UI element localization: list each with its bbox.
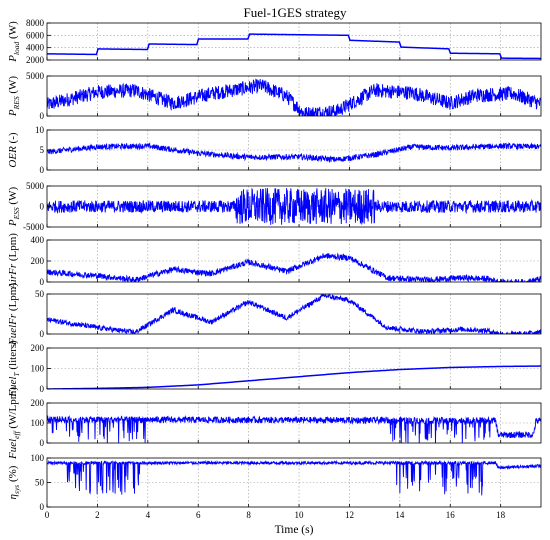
y-tick-label: 5 (40, 145, 45, 155)
x-tick-label: 12 (345, 510, 354, 520)
y-tick-label: 2000 (26, 55, 45, 65)
y-tick-label: 0 (40, 202, 45, 212)
y-tick-label: 0 (40, 329, 45, 339)
y-axis-label: Pload (W) (7, 21, 21, 63)
y-tick-label: 200 (31, 256, 45, 266)
y-tick-label: -5000 (23, 222, 44, 232)
y-axis-label: Fueleff (W/Lpm) (7, 387, 21, 460)
y-axis-label: OER (-) (7, 132, 19, 167)
y-tick-label: 8000 (26, 18, 45, 28)
panel-frame (46, 293, 542, 335)
x-tick-label: 14 (395, 510, 405, 520)
y-tick-label: 100 (31, 453, 45, 463)
y-tick-label: 0 (40, 277, 45, 287)
panel-4: -5000 0 5000 PESS (W) (7, 181, 542, 232)
panel-8: 0 100 200 Fueleff (W/Lpm) (7, 387, 542, 460)
x-tick-label: 6 (196, 510, 201, 520)
panel-frame (46, 22, 542, 61)
y-tick-label: 0 (40, 502, 45, 512)
panel-3: 0 5 10 OER (-) (7, 125, 542, 175)
x-tick-label: 4 (146, 510, 151, 520)
panel-1: 2000 4000 6000 8000 Pload (W) (7, 18, 542, 65)
x-tick-label: 8 (246, 510, 251, 520)
y-tick-label: 0 (40, 165, 45, 175)
x-tick-label: 10 (295, 510, 305, 520)
y-tick-label: 5000 (26, 181, 45, 191)
series-line-1-1 (47, 33, 541, 60)
y-tick-label: 100 (31, 364, 45, 374)
x-tick-label: 18 (496, 510, 506, 520)
y-tick-label: 100 (31, 418, 45, 428)
y-axis-label: PESS (W) (7, 187, 21, 228)
series-line-5-1 (47, 252, 541, 282)
chart-title: Fuel-1GES strategy (244, 5, 347, 20)
y-tick-label: 10 (35, 125, 45, 135)
y-tick-label: 50 (35, 289, 45, 299)
panel-2: 0 5000 PRES (W) (7, 71, 542, 121)
series-line-4-1 (47, 187, 541, 225)
y-tick-label: 0 (40, 384, 45, 394)
y-axis-label: AirFr (Lpm) (7, 233, 19, 290)
y-tick-label: 5000 (26, 71, 45, 81)
y-tick-label: 6000 (26, 30, 45, 40)
panel-7: 0 100 200 FuelT (liters) (7, 340, 542, 398)
y-axis-label: FuelFr (Lpm) (7, 283, 19, 346)
panel-9: 0 50 100 0 2 4 6 8 10 12 14 16 18 ηsys (%) (7, 453, 542, 520)
series-line-7-1 (47, 365, 541, 389)
y-tick-label: 0 (40, 438, 45, 448)
series-line-3-1 (47, 142, 541, 164)
panel-6: 0 50 FuelFr (Lpm) (7, 283, 542, 346)
y-tick-label: 0 (40, 111, 45, 121)
y-tick-label: 400 (31, 235, 45, 245)
series-line-9-1 (47, 459, 541, 496)
x-tick-label: 16 (446, 510, 456, 520)
y-tick-label: 50 (35, 478, 45, 488)
panel-frame (46, 75, 542, 117)
y-tick-label: 200 (31, 343, 45, 353)
x-axis-label: Time (s) (275, 524, 314, 536)
y-tick-label: 200 (31, 398, 45, 408)
panel-5: 0 200 400 AirFr (Lpm) (7, 233, 542, 290)
series-line-6-1 (47, 294, 541, 334)
y-axis-label: ηsys (%) (7, 465, 21, 499)
y-tick-label: 4000 (26, 43, 45, 53)
y-axis-label: PRES (W) (7, 76, 21, 117)
series-line-2-1 (47, 78, 541, 116)
x-tick-label: 2 (95, 510, 100, 520)
x-tick-label: 0 (45, 510, 50, 520)
series-line-8-1 (47, 414, 541, 443)
y-axis-label: FuelT (liters) (7, 340, 21, 398)
